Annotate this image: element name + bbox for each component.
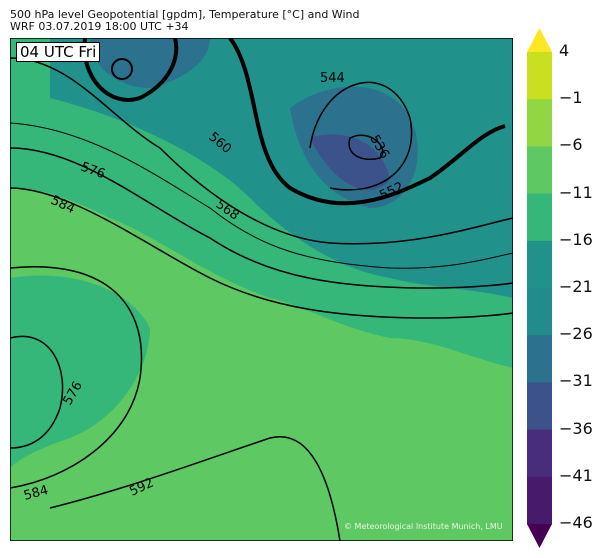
colorbar-tick-label: −46: [559, 513, 593, 532]
weather-map: 544 536 552 560 568 576 584 576 584 592: [10, 38, 513, 541]
colorbar-extend-top: [527, 28, 552, 52]
colorbar-segment: [527, 193, 552, 242]
colorbar-tick-label: −16: [559, 229, 593, 249]
colorbar-segment: [527, 240, 552, 289]
temp-region-26-nw: [90, 38, 210, 88]
colorbar-segment: [527, 476, 552, 525]
temp-region-31: [310, 134, 390, 190]
geopotential-contours: [10, 38, 513, 541]
colorbar-tick-label: −26: [559, 324, 593, 344]
colorbar-extend-bottom: [527, 524, 552, 548]
contour-label: 544: [320, 71, 345, 86]
colorbar-segment: [527, 382, 552, 431]
colorbar-segment: [527, 429, 552, 478]
map-title: 500 hPa level Geopotential [gpdm], Tempe…: [10, 8, 360, 21]
colorbar-tick-label: −21: [559, 277, 593, 296]
colorbar-tick-label: −6: [559, 135, 583, 155]
colorbar-tick-label: −1: [559, 88, 583, 108]
temp-region-16-west: [10, 275, 150, 468]
colorbar-segment: [527, 99, 552, 147]
colorbar-tick-label: −41: [559, 465, 593, 485]
contour-label: 584: [22, 483, 50, 504]
forecast-time-label: 04 UTC Fri: [16, 42, 101, 62]
colorbar-tick-label: −11: [559, 182, 593, 202]
colorbar-tick-label: 4: [559, 41, 570, 60]
map-subtitle: WRF 03.07.2019 18:00 UTC +34: [10, 20, 189, 33]
colorbar-segment: [527, 288, 552, 336]
colorbar-tick-label: −36: [559, 418, 593, 438]
colorbar-segment: [527, 146, 552, 195]
colorbar: [527, 28, 552, 548]
colorbar-tick-label: −31: [559, 371, 593, 391]
colorbar-segment: [527, 52, 552, 100]
copyright-text: © Meteorological Institute Munich, LMU: [344, 522, 503, 531]
colorbar-segment: [527, 335, 552, 383]
